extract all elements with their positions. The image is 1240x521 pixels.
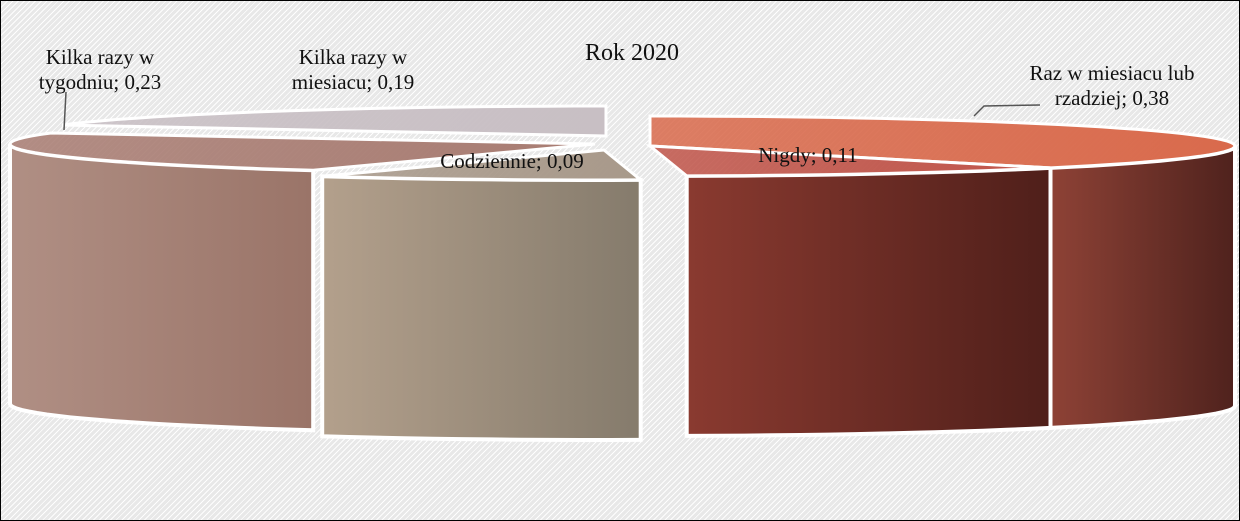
leader-line-tygodniu: [63, 91, 67, 131]
leader-line-rzadziej: [973, 104, 1041, 117]
label-kilka-razy-w-miesiacu-line: Kilka razy w: [299, 45, 408, 69]
label-nigdy: Nigdy; 0,11: [758, 143, 858, 167]
label-codziennie-line: Codziennie; 0,09: [440, 149, 583, 173]
chart-title: Rok 2020: [585, 40, 679, 66]
slice-codziennie-top: [322, 148, 645, 182]
slice-raz-w-miesiacu-side: [1048, 145, 1237, 431]
label-nigdy-line: Nigdy; 0,11: [758, 143, 858, 167]
slice-raz-w-miesiacu-top: [648, 114, 1237, 170]
slice-codziennie-side: [320, 174, 643, 442]
label-kilka-razy-w-tygodniu: Kilka razy w tygodniu; 0,23: [39, 45, 162, 94]
label-codziennie: Codziennie; 0,09: [440, 149, 583, 173]
slice-kilka-razy-w-miesiacu-top: [61, 104, 608, 138]
label-raz-w-miesiacu: Raz w miesiacu lub rzadziej; 0,38: [1029, 61, 1194, 110]
label-kilka-razy-w-tygodniu-line: tygodniu; 0,23: [39, 70, 162, 94]
label-raz-w-miesiacu-line: Raz w miesiacu lub: [1029, 61, 1194, 85]
label-kilka-razy-w-miesiacu: Kilka razy w miesiacu; 0,19: [292, 45, 414, 94]
label-kilka-razy-w-tygodniu-line: Kilka razy w: [46, 45, 155, 69]
label-kilka-razy-w-miesiacu-line: miesiacu; 0,19: [292, 70, 414, 94]
slice-nigdy-top: [645, 144, 1051, 178]
label-raz-w-miesiacu-line: rzadziej; 0,38: [1055, 86, 1169, 110]
slice-nigdy-side: [684, 165, 1053, 438]
slice-kilka-razy-w-tygodniu-side: [8, 143, 316, 433]
slice-kilka-razy-w-tygodniu-top: [8, 131, 596, 172]
